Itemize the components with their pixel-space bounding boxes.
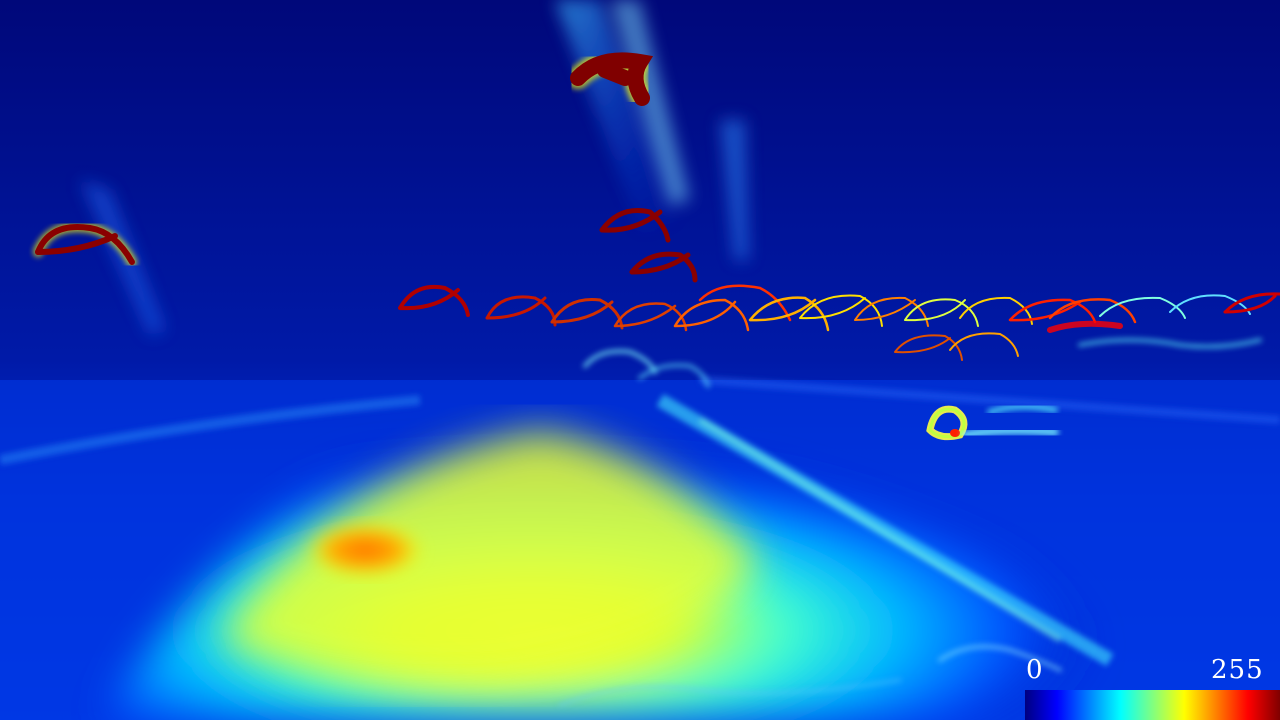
streetlight-top [567, 49, 658, 109]
reflections [558, 338, 1262, 707]
colorbar-min-label: 0 [1026, 655, 1044, 685]
streetlight-mid [599, 208, 698, 283]
road-bright-core [220, 430, 760, 682]
colorbar [1025, 690, 1280, 720]
hot-spot [305, 522, 425, 578]
vehicle-lights [926, 403, 1059, 441]
colorbar-max-label: 255 [1211, 655, 1264, 685]
streetlight-left [33, 222, 137, 267]
lane-streaks [0, 376, 1280, 667]
colorbar-gradient [1025, 690, 1280, 720]
light-trails-row [398, 284, 1280, 361]
